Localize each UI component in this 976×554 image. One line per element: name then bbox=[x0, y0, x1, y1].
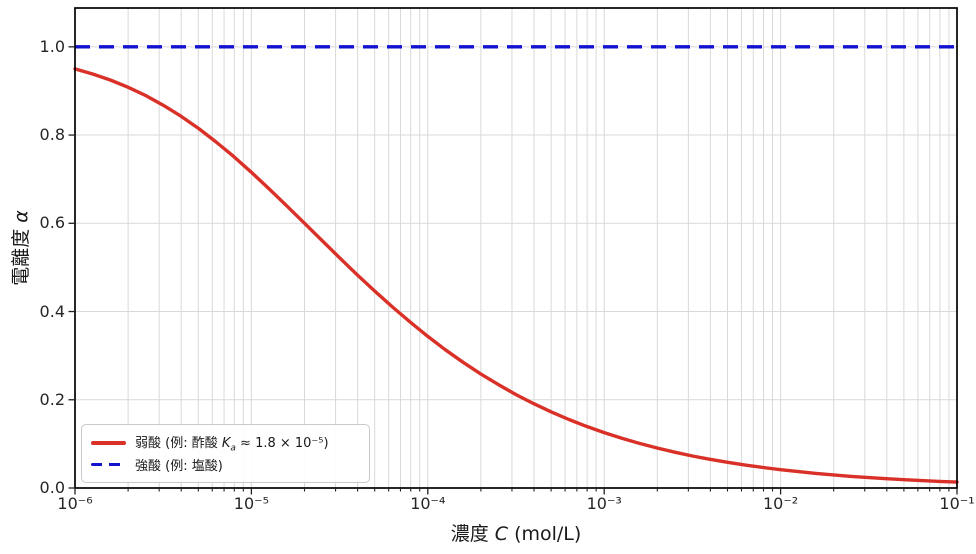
y-tick-label: 0.4 bbox=[39, 301, 65, 321]
y-tick-label: 0.6 bbox=[39, 213, 65, 233]
x-axis-label: 濃度 C (mol/L) bbox=[376, 521, 656, 547]
legend-ka-symbol: K bbox=[221, 435, 231, 451]
axes-spines bbox=[74, 7, 958, 489]
legend-item-strong-acid: 強酸 (例: 塩酸) bbox=[91, 454, 359, 474]
weak-acid-curve bbox=[73, 67, 959, 484]
x-tick-label: 10⁻⁶ bbox=[57, 494, 93, 513]
y-tick-label: 0.8 bbox=[39, 125, 65, 145]
legend-item-weak-acid: 弱酸 (例: 酢酸 Ka ≈ 1.8 × 10⁻⁵) bbox=[91, 432, 359, 454]
x-axis-unit: (mol/L) bbox=[508, 523, 582, 545]
y-tick-label: 1.0 bbox=[39, 36, 65, 56]
legend-label-strong-acid: 強酸 (例: 塩酸) bbox=[135, 458, 223, 474]
x-tick-label: 10⁻⁴ bbox=[410, 494, 446, 513]
legend-weak-acid-prefix: 弱酸 (例: 酢酸 bbox=[135, 435, 222, 451]
x-tick-label: 10⁻² bbox=[762, 494, 799, 513]
x-tick-label: 10⁻¹ bbox=[939, 494, 975, 513]
legend-ka-value: ≈ 1.8 × 10⁻⁵) bbox=[235, 435, 329, 451]
legend-label-weak-acid: 弱酸 (例: 酢酸 Ka ≈ 1.8 × 10⁻⁵) bbox=[135, 432, 329, 454]
y-axis-label: 電離度 α bbox=[8, 138, 34, 358]
x-tick-label: 10⁻³ bbox=[586, 494, 622, 513]
y-tick-label: 0.0 bbox=[39, 478, 65, 497]
legend: 弱酸 (例: 酢酸 Ka ≈ 1.8 × 10⁻⁵) 強酸 (例: 塩酸) bbox=[81, 424, 370, 483]
x-axis-symbol: C bbox=[494, 523, 509, 545]
x-tick-label: 10⁻⁵ bbox=[233, 494, 269, 513]
y-tick-label: 0.2 bbox=[39, 389, 65, 409]
strong-acid-line-swatch bbox=[91, 462, 126, 466]
x-axis-label-text: 濃度 bbox=[450, 523, 495, 545]
weak-acid-line-swatch bbox=[91, 441, 126, 445]
legend-ka-subscript: a bbox=[230, 443, 236, 454]
